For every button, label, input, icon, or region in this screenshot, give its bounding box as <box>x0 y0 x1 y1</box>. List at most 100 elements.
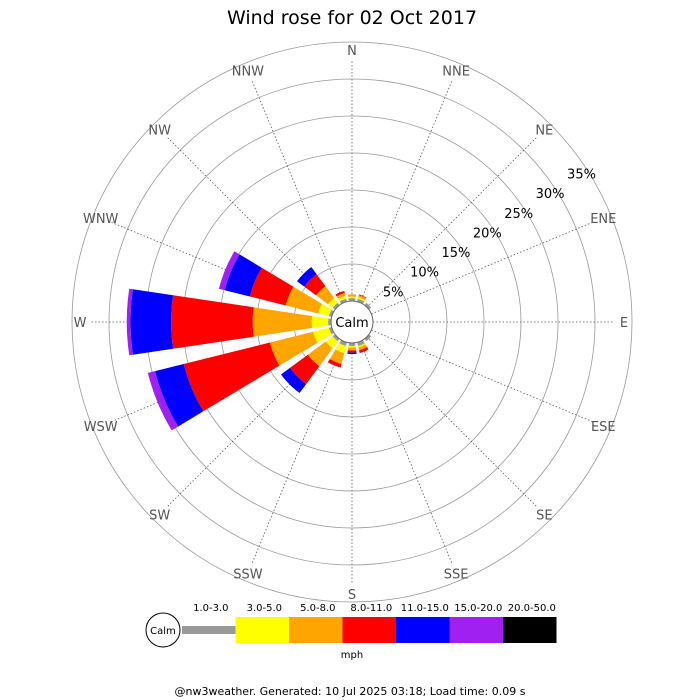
windrose-bar-SW-11.0-15.0 <box>281 367 307 393</box>
direction-label-W: W <box>74 316 87 331</box>
legend-calm-label: Calm <box>150 626 176 637</box>
legend-label-5.0-8.0: 5.0-8.0 <box>300 603 335 614</box>
legend-swatch-11.0-15.0 <box>396 617 450 643</box>
direction-label-E: E <box>620 316 628 331</box>
windrose-bar-SW-8.0-11.0 <box>289 354 320 385</box>
windrose-bar-W-3.0-5.0 <box>311 316 329 328</box>
calm-circle <box>330 300 374 344</box>
legend-swatch-5.0-8.0 <box>289 617 343 643</box>
windrose-bar-W-5.0-8.0 <box>252 307 313 337</box>
legend-calm-circle <box>145 612 181 648</box>
windrose-bar-SSW-5.0-8.0 <box>329 349 345 364</box>
direction-label-NE: NE <box>535 124 553 139</box>
windrose-bar-NNE-5.0-8.0 <box>358 295 367 301</box>
legend-label-11.0-15.0: 11.0-15.0 <box>401 603 449 614</box>
windrose-bar-NW-8.0-11.0 <box>304 274 326 296</box>
legend-label-1.0-3.0: 1.0-3.0 <box>193 603 228 614</box>
windrose-bar-W-11.0-15.0 <box>130 289 174 355</box>
legend-label-3.0-5.0: 3.0-5.0 <box>247 603 282 614</box>
legend: Calm 1.0-3.0 3.0-5.0 5.0-8.0 8.0-11.0 11.0-1… <box>145 603 557 661</box>
windrose-bar-SSE-8.0-11.0 <box>359 347 369 354</box>
windrose-bar-S-1.0-3.0 <box>348 342 356 346</box>
windrose-bar-NW-1.0-3.0 <box>332 302 340 310</box>
windrose-bar-SSE-1.0-3.0 <box>357 340 365 346</box>
direction-label-NW: NW <box>148 124 171 139</box>
ring-label: 35% <box>567 168 596 183</box>
windrose-bar-WNW-15.0-20.0 <box>218 251 240 291</box>
ring-label: 15% <box>441 246 470 261</box>
legend-swatch-1.0-3.0 <box>182 626 236 634</box>
direction-label-N: N <box>347 44 357 59</box>
windrose-bar-W-15.0-20.0 <box>126 288 133 356</box>
windrose-bar-WNW-5.0-8.0 <box>285 286 322 314</box>
ring-label: 25% <box>504 207 533 222</box>
ring-label: 30% <box>536 187 565 202</box>
direction-label-S: S <box>348 588 356 603</box>
direction-label-ESE: ESE <box>591 420 616 435</box>
windrose-bar-N-1.0-3.0 <box>348 298 356 302</box>
direction-label-SSE: SSE <box>444 567 469 582</box>
legend-swatch-20.0-50.0 <box>503 617 557 643</box>
windrose-bar-NNE-3.0-5.0 <box>357 297 366 302</box>
windrose-bar-N-3.0-5.0 <box>348 296 356 299</box>
calm-circle-group: Calm <box>330 300 374 344</box>
direction-label-SW: SW <box>149 508 170 523</box>
direction-label-NNW: NNW <box>232 65 264 80</box>
grid-spoke <box>371 221 595 315</box>
direction-label-WSW: WSW <box>84 420 118 435</box>
bars-layer <box>126 251 372 431</box>
calm-label: Calm <box>335 316 368 331</box>
windrose-bar-S-3.0-5.0 <box>348 345 356 348</box>
legend-swatch-3.0-5.0 <box>235 617 289 643</box>
windrose-bar-NE-1.0-3.0 <box>364 302 372 310</box>
windrose-bar-NW-3.0-5.0 <box>328 298 338 308</box>
grid-spoke <box>251 79 345 303</box>
windrose-bar-WSW-1.0-3.0 <box>328 327 334 335</box>
windrose-bar-NW-5.0-8.0 <box>316 286 335 305</box>
footer-text: @nw3weather. Generated: 10 Jul 2025 03:1… <box>175 685 526 698</box>
direction-label-SSW: SSW <box>233 567 263 582</box>
direction-label-NNE: NNE <box>442 65 470 80</box>
windrose-bar-NW-11.0-15.0 <box>297 267 317 287</box>
grid-spoke <box>166 336 338 508</box>
windrose-bar-WSW-15.0-20.0 <box>147 371 178 431</box>
legend-label-20.0-50.0: 20.0-50.0 <box>508 603 556 614</box>
windrose-bar-S-5.0-8.0 <box>347 347 357 351</box>
legend-unit: mph <box>341 650 363 661</box>
grid-spoke <box>366 336 538 508</box>
windrose-bar-WSW-11.0-15.0 <box>155 364 204 427</box>
windrose-bar-SW-1.0-3.0 <box>332 334 340 342</box>
windrose-bar-NNE-8.0-11.0 <box>358 294 367 299</box>
grid-spoke <box>166 136 338 308</box>
windrose-bar-NNW-1.0-3.0 <box>339 298 347 304</box>
labels-layer: N NNE NE ENE E ESE SE SSE S SSW SW WSW W WNW NW NNW 5% 10… <box>74 44 629 603</box>
chart-title: Wind rose for 02 Oct 2017 <box>227 7 477 29</box>
legend-swatch-8.0-11.0 <box>342 617 396 643</box>
windrose-bar-WSW-3.0-5.0 <box>313 327 332 343</box>
legend-label-15.0-20.0: 15.0-20.0 <box>454 603 502 614</box>
grid-ring <box>71 41 633 603</box>
grid-spoke <box>371 329 595 423</box>
windrose-bar-WNW-1.0-3.0 <box>328 309 334 317</box>
windrose-bar-WNW-11.0-15.0 <box>224 254 262 297</box>
windrose-bar-W-8.0-11.0 <box>171 295 254 349</box>
windrose-bar-SSW-3.0-5.0 <box>335 343 346 354</box>
ring-label: 5% <box>383 285 404 300</box>
windrose-bar-NNW-3.0-5.0 <box>338 295 347 302</box>
windrose-bar-SSW-8.0-11.0 <box>327 359 342 368</box>
windrose-bar-SW-3.0-5.0 <box>325 336 338 349</box>
grid-spoke <box>109 221 333 315</box>
windrose-bar-SW-5.0-8.0 <box>307 341 333 367</box>
windrose-bar-NNW-5.0-8.0 <box>336 293 346 299</box>
windrose-bar-W-1.0-3.0 <box>328 318 332 326</box>
windrose-bar-WSW-5.0-8.0 <box>269 331 318 366</box>
windrose-bar-N-5.0-8.0 <box>347 294 357 297</box>
windrose-bar-WNW-3.0-5.0 <box>318 303 332 317</box>
windrose-bar-SE-1.0-3.0 <box>364 334 372 342</box>
grid-spoke <box>359 341 453 565</box>
ring-label: 20% <box>473 226 502 241</box>
windrose-bar-SSW-1.0-3.0 <box>339 340 347 346</box>
direction-label-ENE: ENE <box>590 212 616 227</box>
ring-label: 10% <box>410 266 439 281</box>
